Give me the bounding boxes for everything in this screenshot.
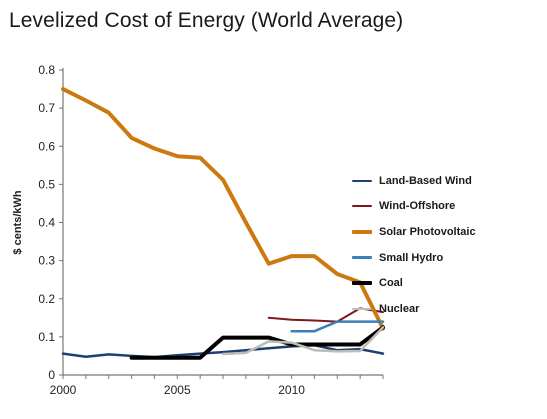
x-tick-label: 2000	[50, 383, 77, 397]
series-line-land-based-wind	[61, 344, 385, 359]
y-tick-label: 0.8	[38, 63, 55, 77]
legend-item-nuclear: Nuclear	[352, 296, 544, 322]
chart-legend: Land-Based Wind Wind-Offshore Solar Photov…	[352, 168, 544, 322]
y-tick-label: 0.2	[38, 292, 55, 306]
y-tick-label: 0.1	[38, 330, 55, 344]
y-axis-label: $ cents/kWh	[12, 190, 24, 254]
chart-title: Levelized Cost of Energy (World Average)	[9, 9, 404, 32]
legend-swatch	[352, 307, 372, 311]
legend-label: Small Hydro	[379, 251, 444, 264]
y-tick-label: 0.7	[38, 101, 55, 115]
legend-swatch	[352, 281, 372, 286]
legend-item-land-based-wind: Land-Based Wind	[352, 168, 544, 194]
y-tick-label: 0.5	[38, 177, 55, 191]
x-tick-label: 2010	[278, 383, 305, 397]
legend-item-solar-photovoltaic: Solar Photovoltaic	[352, 219, 544, 245]
legend-item-small-hydro: Small Hydro	[352, 245, 544, 271]
legend-swatch	[352, 205, 372, 208]
legend-swatch	[352, 179, 372, 183]
legend-label: Land-Based Wind	[379, 174, 472, 187]
series-line-nuclear	[221, 326, 385, 356]
legend-label: Wind-Offshore	[379, 200, 456, 213]
series-line-solar-photovoltaic	[61, 87, 385, 331]
y-tick-label: 0.6	[38, 139, 55, 153]
legend-label: Solar Photovoltaic	[379, 225, 476, 238]
series-line-small-hydro	[290, 320, 385, 333]
legend-swatch	[352, 256, 372, 259]
x-tick-label: 2005	[164, 383, 191, 397]
legend-item-coal: Coal	[352, 270, 544, 296]
legend-label: Coal	[379, 277, 403, 290]
legend-label: Nuclear	[379, 302, 420, 315]
legend-swatch	[352, 229, 372, 234]
series-line-coal	[129, 325, 385, 360]
y-tick-label: 0.3	[38, 254, 55, 268]
legend-item-wind-offshore: Wind-Offshore	[352, 194, 544, 220]
y-tick-label: 0	[48, 368, 55, 382]
y-tick-label: 0.4	[38, 216, 55, 230]
